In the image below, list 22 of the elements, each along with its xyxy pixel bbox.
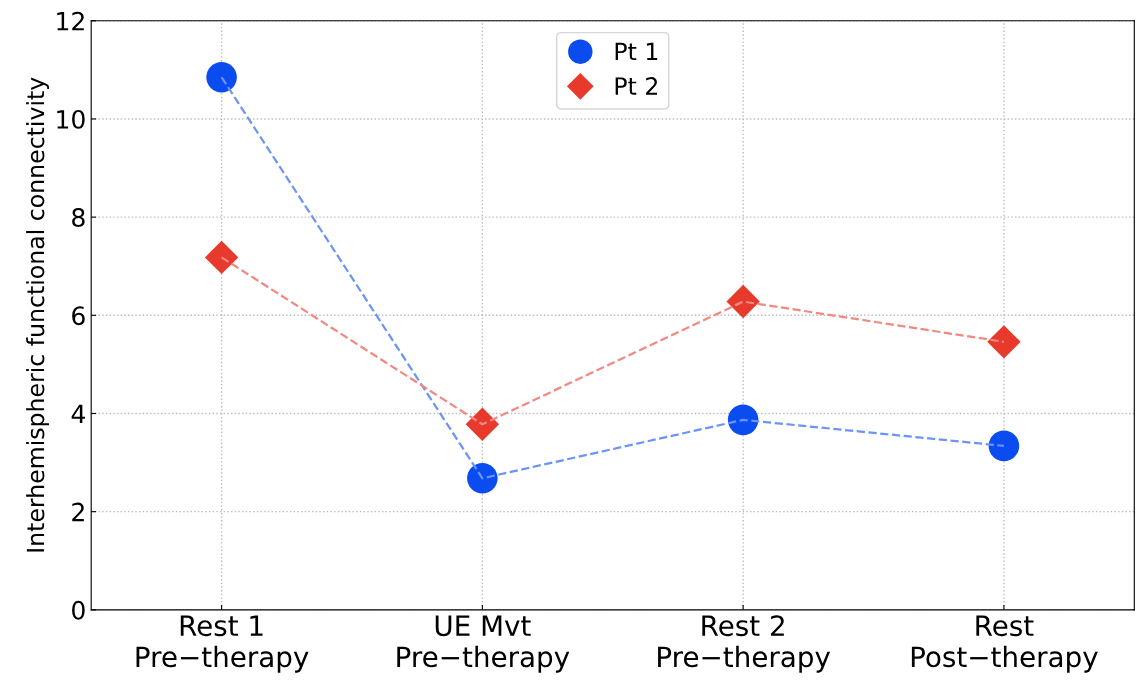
y-tick-label: 8 xyxy=(72,208,85,227)
y-tick-label: 0 xyxy=(72,600,85,620)
y-axis-title: Interhemispheric functional connectivity xyxy=(26,77,49,552)
point xyxy=(206,61,237,93)
legend-label: Pt 1 xyxy=(615,42,658,60)
point xyxy=(727,404,759,436)
x-tick-label: Rest Post−therapy xyxy=(911,615,1098,673)
y-tick-label: 10 xyxy=(57,109,85,129)
point xyxy=(204,240,239,275)
y-tick-label: 4 xyxy=(71,404,85,423)
legend-label: Pt 2 xyxy=(615,77,658,95)
y-tick-label: 2 xyxy=(72,502,84,522)
point xyxy=(988,430,1020,462)
x-tick-label: UE Mvt Pre−therapy xyxy=(397,615,570,673)
point xyxy=(987,325,1021,359)
point xyxy=(467,463,498,494)
y-tick-label: 6 xyxy=(72,306,85,326)
y-tick-label: 12 xyxy=(57,11,84,31)
x-tick-label: Rest 1 Pre−therapy xyxy=(136,615,309,673)
point xyxy=(726,284,760,319)
x-tick-label: Rest 2 Pre−therapy xyxy=(658,615,831,673)
point xyxy=(465,407,500,441)
